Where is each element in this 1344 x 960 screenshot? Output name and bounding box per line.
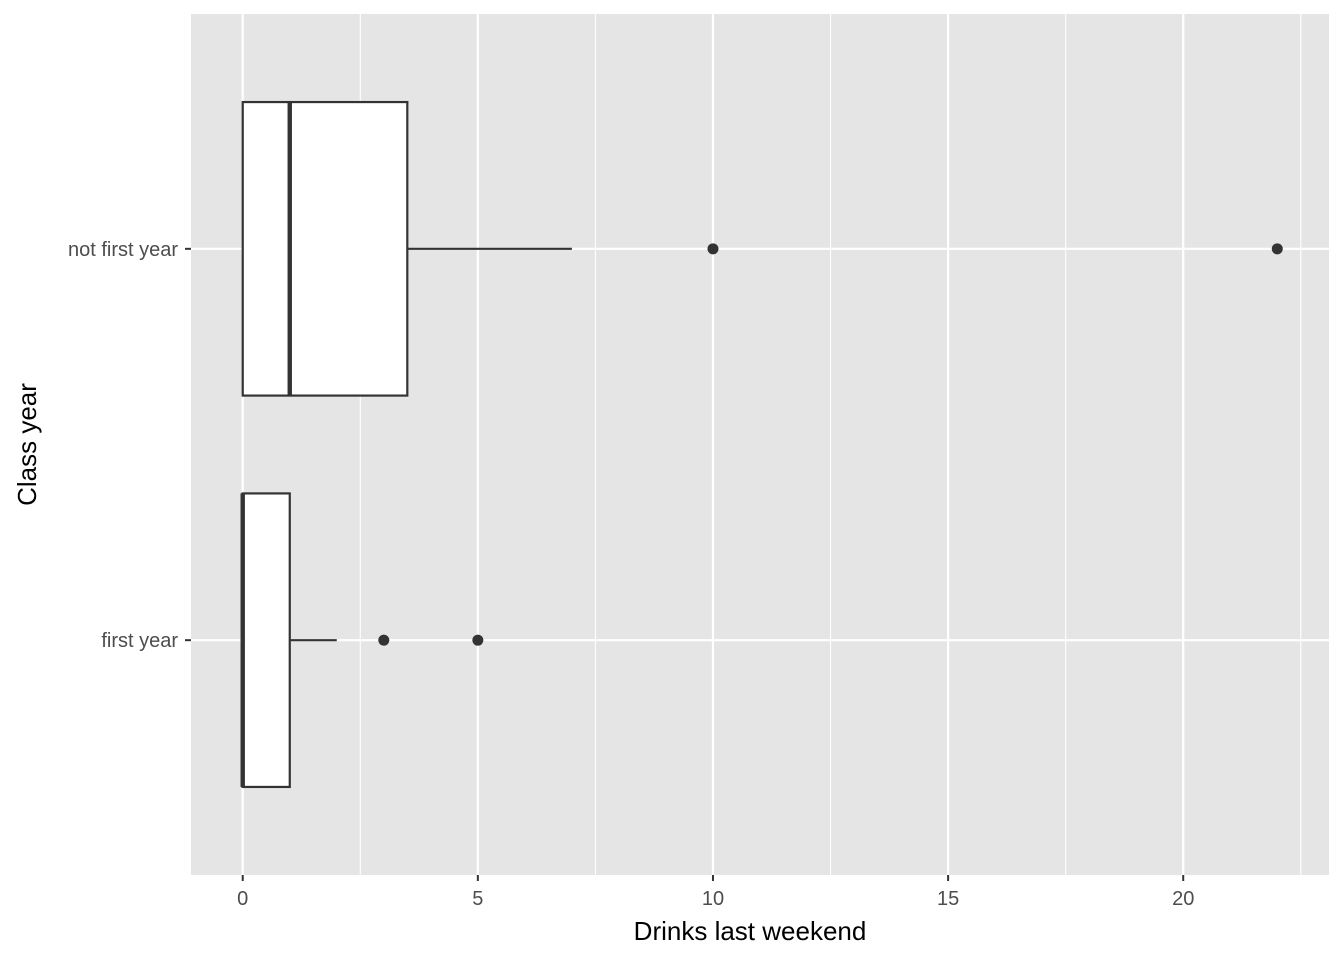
x-tick-label: 20: [1172, 888, 1194, 910]
x-tick-label: 5: [472, 888, 483, 910]
outlier-point: [378, 634, 390, 646]
box-not-first-year: [241, 100, 1283, 397]
box-iqr: [241, 492, 291, 789]
y-tick-label: first year: [101, 630, 178, 652]
x-axis: 0 5 10 15 20: [237, 875, 1194, 910]
x-axis-title: Drinks last weekend: [634, 916, 867, 946]
y-tick-label: not first year: [68, 239, 178, 261]
y-axis-title: Class year: [12, 383, 42, 506]
box-iqr: [241, 100, 409, 397]
outlier-point: [707, 243, 719, 255]
box-series: [240, 100, 1283, 789]
x-tick-label: 15: [937, 888, 959, 910]
outlier-point: [472, 634, 484, 646]
outlier-point: [1271, 243, 1283, 255]
y-axis: first year not first year: [68, 239, 191, 652]
x-tick-label: 0: [237, 888, 248, 910]
box-first-year: [240, 492, 484, 789]
x-tick-label: 10: [702, 888, 724, 910]
